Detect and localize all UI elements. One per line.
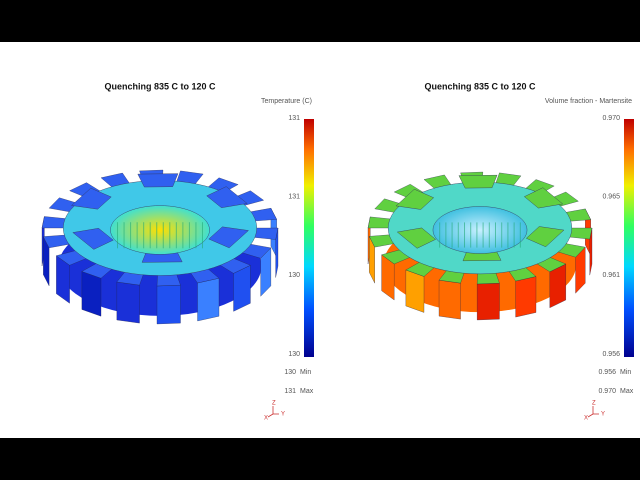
gear-tooth-side <box>81 271 102 317</box>
gear-bore <box>110 205 210 255</box>
scale-label: 130 <box>288 272 300 279</box>
panel-title: Quenching 835 C to 120 C <box>424 81 536 91</box>
color-bar <box>624 119 634 357</box>
gear-lug <box>137 173 179 188</box>
gear-lug <box>208 226 249 249</box>
min-label: Min <box>300 369 311 376</box>
gear <box>367 171 593 321</box>
letterbox-top <box>0 0 640 42</box>
gear-lug <box>395 188 435 210</box>
min-value: 0.956 <box>598 369 616 376</box>
axis-label-z: Z <box>272 401 276 407</box>
panel: Quenching 835 C to 120 C Volume fraction … <box>424 81 634 422</box>
gear-tooth-side <box>156 284 181 325</box>
gear-tooth-side <box>438 279 461 320</box>
gear-lug <box>525 226 565 248</box>
gear-lug <box>523 187 564 209</box>
axis-label-y: Y <box>601 412 605 418</box>
scale-label: 0.965 <box>602 194 620 201</box>
axis-x <box>587 413 594 418</box>
panel: Quenching 835 C to 120 C Temperature (C) 1… <box>104 81 314 422</box>
axis-x <box>267 413 274 418</box>
axis-label-z: Z <box>592 401 596 407</box>
color-bar <box>304 119 314 357</box>
gear-lug <box>206 186 248 208</box>
panel-title: Quenching 835 C to 120 C <box>104 81 216 91</box>
scale-label: 131 <box>288 194 300 201</box>
letterbox-bottom <box>0 438 640 480</box>
axis-label-x: X <box>584 416 588 422</box>
gear <box>41 169 279 325</box>
gear-lug <box>458 174 498 189</box>
max-value: 0.970 <box>598 388 616 395</box>
scale-label: 130 <box>288 351 300 358</box>
legend-title: Volume fraction - Martensite <box>545 98 632 105</box>
axis-label-y: Y <box>281 412 285 418</box>
gear-bore <box>432 206 528 254</box>
max-label: Max <box>620 388 634 395</box>
gear-tooth-side <box>476 282 500 321</box>
gear-renderings <box>41 169 593 325</box>
min-value: 130 <box>284 369 296 376</box>
gear-lug <box>72 228 114 250</box>
axis-label-x: X <box>264 416 268 422</box>
legend-title: Temperature (C) <box>261 98 312 105</box>
gear-lug <box>71 187 112 210</box>
gear-tooth-side <box>197 278 220 322</box>
min-label: Min <box>620 369 631 376</box>
scale-label: 0.961 <box>602 272 620 279</box>
max-label: Max <box>300 388 314 395</box>
gear-tooth-side <box>116 281 140 324</box>
max-value: 131 <box>284 388 296 395</box>
gear-tooth-side <box>515 276 537 318</box>
scale-label: 0.970 <box>602 115 620 122</box>
panels: Quenching 835 C to 120 C Temperature (C) 1… <box>104 81 634 422</box>
gear-tooth-side <box>405 269 425 313</box>
gear-lug <box>396 227 437 249</box>
scale-label: 0.956 <box>602 351 620 358</box>
scale-label: 131 <box>288 115 300 122</box>
